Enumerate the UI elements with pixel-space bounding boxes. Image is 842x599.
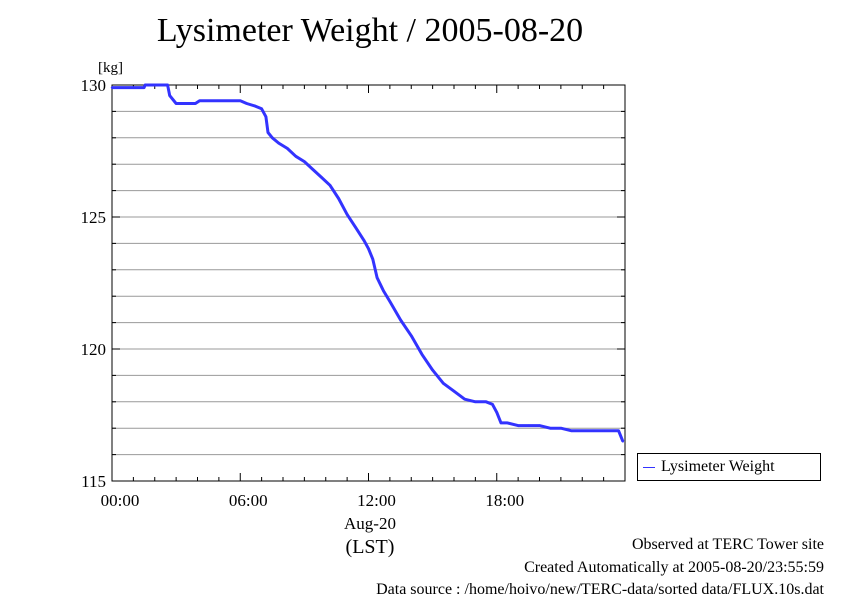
data-point <box>617 429 620 433</box>
data-point <box>581 429 584 433</box>
chart-title: Lysimeter Weight / 2005-08-20 <box>156 12 584 49</box>
y-tick-label: 120 <box>81 340 107 359</box>
data-point <box>271 136 274 139</box>
data-point <box>294 155 298 158</box>
data-point <box>495 411 498 414</box>
data-point <box>506 421 509 425</box>
data-point <box>442 382 445 385</box>
data-point <box>399 318 402 322</box>
data-point <box>452 390 456 393</box>
series-line <box>112 83 625 442</box>
data-point <box>570 429 573 433</box>
data-point <box>245 102 248 105</box>
data-point <box>382 289 385 293</box>
data-point <box>194 102 197 105</box>
data-point <box>474 400 477 403</box>
data-point <box>354 226 357 229</box>
x-tick-label: 18:00 <box>485 491 524 510</box>
footer-created: Created Automatically at 2005-08-20/23:5… <box>524 559 824 576</box>
plot-frame <box>111 84 626 482</box>
x-tick-label: 00:00 <box>101 491 140 510</box>
x-tick-label: 12:00 <box>357 491 396 510</box>
data-point <box>431 368 434 372</box>
data-point <box>484 400 488 403</box>
data-point <box>613 429 616 433</box>
data-point <box>345 213 349 216</box>
data-point <box>420 353 424 356</box>
data-point <box>174 102 178 105</box>
y-axis-label: [kg] <box>98 60 123 76</box>
footer-observed: Observed at TERC Tower site <box>631 536 824 553</box>
legend-label: Lysimeter Weight <box>661 458 775 475</box>
data-point <box>198 99 201 103</box>
data-point <box>337 197 340 200</box>
data-point <box>187 102 191 105</box>
x-axis-timezone-label: (LST) <box>345 536 395 558</box>
data-point <box>320 176 323 179</box>
data-point <box>463 397 466 401</box>
data-point <box>602 429 605 433</box>
data-point <box>410 334 413 337</box>
data-point <box>264 115 268 118</box>
data-point <box>303 160 306 163</box>
data-point <box>286 147 289 150</box>
data-point <box>367 247 370 250</box>
legend-swatch <box>643 466 655 468</box>
data-point <box>559 427 563 430</box>
data-point <box>254 104 257 108</box>
data-point <box>110 86 114 89</box>
data-point <box>363 239 366 242</box>
data-point <box>375 276 379 279</box>
data-point <box>142 86 146 89</box>
x-tick-label: 06:00 <box>229 491 268 510</box>
legend: Lysimeter Weight <box>637 453 821 481</box>
y-tick-label: 115 <box>81 472 106 491</box>
data-point <box>143 83 147 87</box>
x-axis-date-label: Aug-20 <box>344 514 396 533</box>
grid-lines <box>112 110 625 456</box>
data-point <box>328 184 332 187</box>
data-point <box>621 440 625 443</box>
y-tick-label: 130 <box>81 76 107 95</box>
data-point <box>311 168 315 171</box>
data-point <box>166 83 169 87</box>
data-point <box>277 141 280 145</box>
data-point <box>388 300 392 303</box>
data-point <box>527 424 531 427</box>
data-point <box>239 99 242 103</box>
data-point <box>516 424 520 427</box>
data-point <box>260 107 263 110</box>
data-point <box>266 131 270 134</box>
data-point <box>548 427 552 430</box>
footer-data-source: Data source : /home/hoivo/new/TERC-data/… <box>376 581 824 598</box>
series-layer <box>110 83 625 443</box>
data-point <box>591 429 595 433</box>
data-point <box>499 421 503 425</box>
data-point <box>538 424 541 427</box>
data-point <box>371 258 374 261</box>
axis-ticks: 115 120 125 130 00:00 06:00 12:00 18:00 <box>81 76 626 510</box>
data-point <box>168 94 171 97</box>
y-tick-label: 125 <box>81 208 107 227</box>
data-point <box>217 99 221 103</box>
data-point <box>491 403 494 406</box>
